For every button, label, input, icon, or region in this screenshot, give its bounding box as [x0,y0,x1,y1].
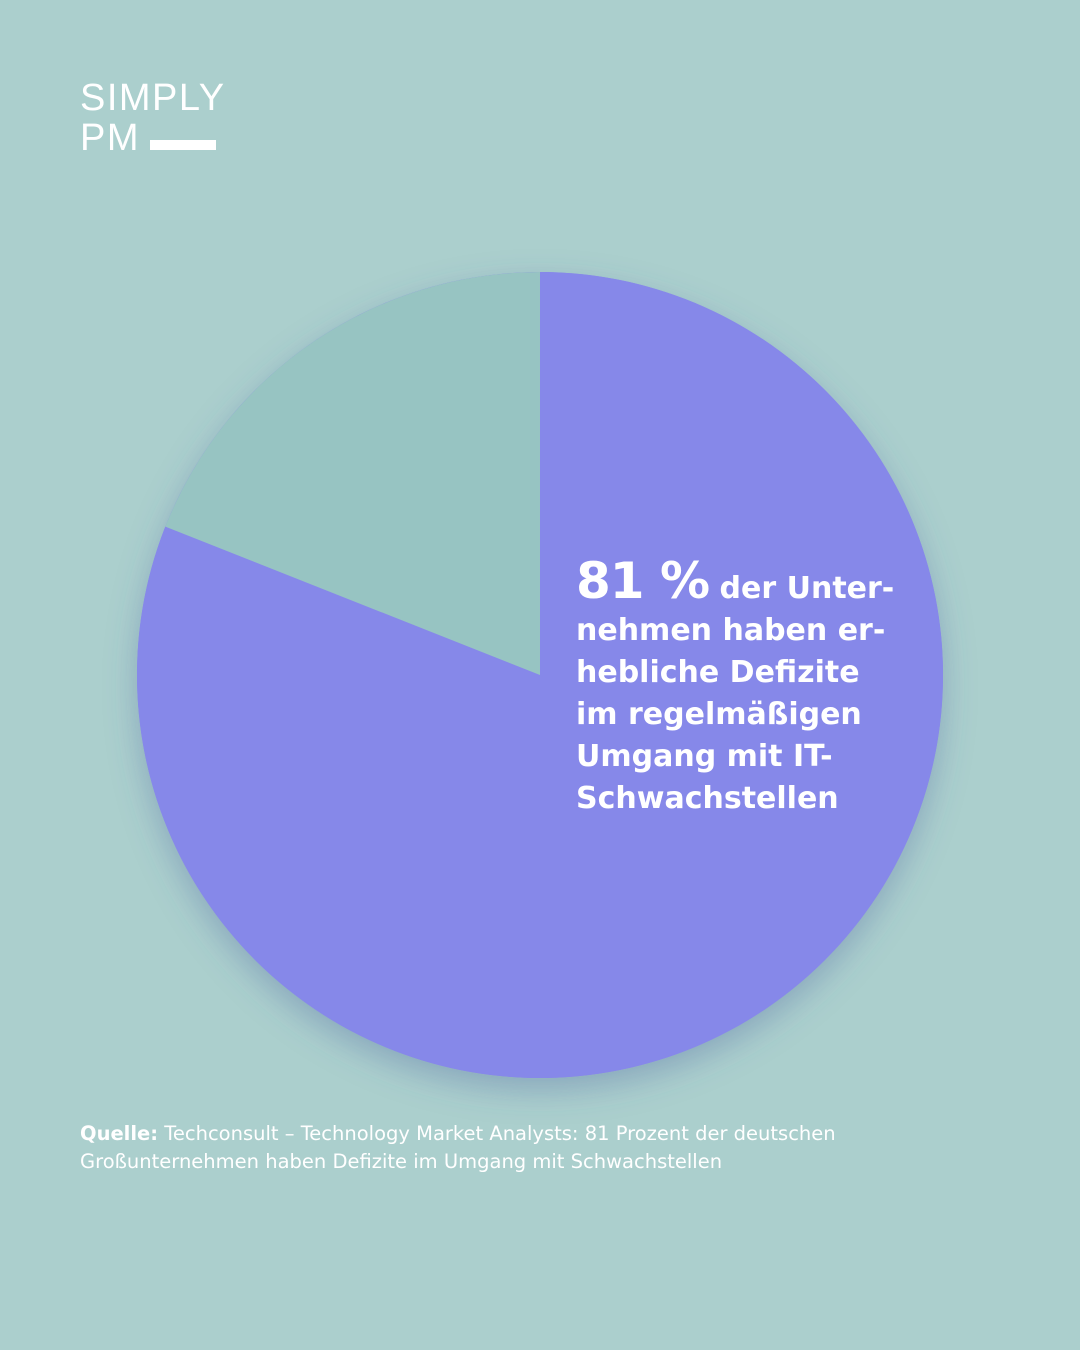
source-note: Quelle: Techconsult – Technology Market … [80,1120,980,1176]
callout-percent: 81 % [576,552,710,610]
logo-text-simply: SIMPLY [80,77,226,119]
callout: 81 % der Unter-nehmen haben er-hebliche … [576,556,896,820]
pie-slice-2 [165,272,540,675]
source-label: Quelle: [80,1122,159,1145]
source-text: Techconsult – Technology Market Analysts… [80,1122,836,1173]
pie-slices [136,272,944,1078]
callout-text: der Unter-nehmen haben er-hebliche Defiz… [576,571,895,816]
logo-row-pm: PM [80,118,226,158]
logo-bar [150,140,216,150]
logo-text-pm: PM [80,117,140,159]
logo: SIMPLY PM [80,78,226,158]
